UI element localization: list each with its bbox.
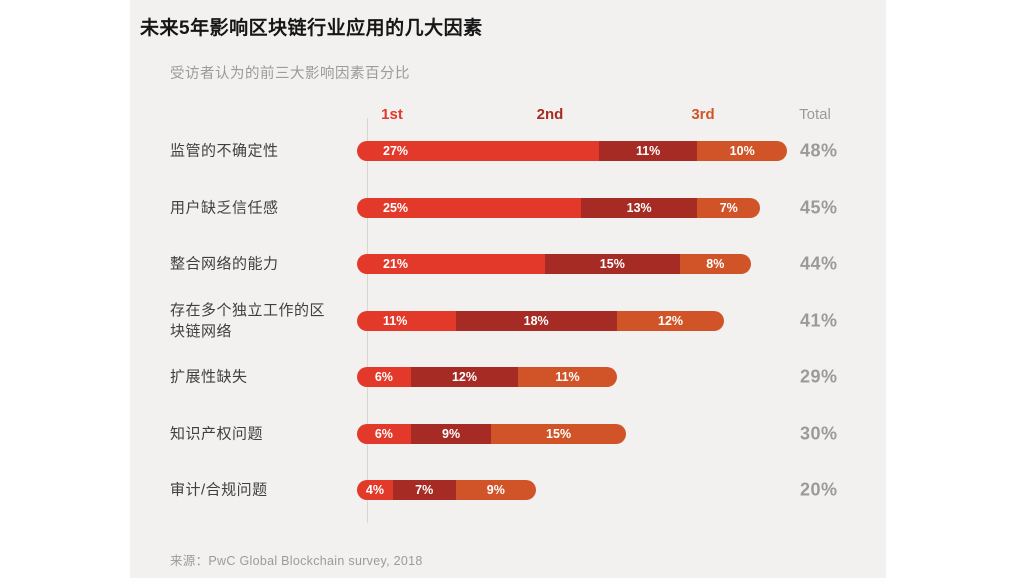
stacked-bar: 6% 9% 15% <box>357 423 626 444</box>
bar-segment-1st: 25% <box>357 197 581 218</box>
bar-segment-2nd: 15% <box>545 254 680 275</box>
row-total: 45% <box>800 197 838 218</box>
column-header-2nd: 2nd <box>536 106 564 123</box>
bar-segment-1st: 27% <box>357 141 599 162</box>
segment-value: 27% <box>383 144 409 159</box>
stacked-bar: 25% 13% 7% <box>357 197 761 218</box>
segment-value: 15% <box>599 257 625 272</box>
row-label: 审计/合规问题 <box>170 481 268 499</box>
chart-rows: 监管的不确定性 27% 11% 10% 48% 用户缺乏信任感 25% 13% 7% 45% 整合网… <box>130 123 886 519</box>
chart-row: 监管的不确定性 27% 11% 10% 48% <box>130 123 886 180</box>
bar-segment-1st: 21% <box>357 254 546 275</box>
chart-row: 用户缺乏信任感 25% 13% 7% 45% <box>130 180 886 237</box>
source-note: 来源：PwC Global Blockchain survey, 2018 <box>170 554 423 568</box>
chart-row: 整合网络的能力 21% 15% 8% 44% <box>130 236 886 293</box>
bar-segment-3rd: 10% <box>697 141 787 162</box>
segment-value: 12% <box>658 313 684 328</box>
bar-segment-3rd: 15% <box>491 423 626 444</box>
row-label: 监管的不确定性 <box>170 142 279 160</box>
chart-title: 未来5年影响区块链行业应用的几大因素 <box>140 18 483 39</box>
bar-segment-3rd: 7% <box>697 197 761 218</box>
bar-segment-2nd: 7% <box>392 480 456 501</box>
segment-value: 12% <box>451 370 478 385</box>
row-label: 扩展性缺失 <box>170 368 248 386</box>
column-header-3rd: 3rd <box>691 106 715 123</box>
row-label: 知识产权问题 <box>170 425 264 443</box>
chart-row: 知识产权问题 6% 9% 15% 30% <box>130 406 886 463</box>
segment-value: 6% <box>374 426 393 441</box>
segment-value: 15% <box>546 426 572 441</box>
bar-segment-3rd: 9% <box>455 480 537 501</box>
row-label: 用户缺乏信任感 <box>170 199 279 217</box>
segment-value: 11% <box>635 144 661 159</box>
chart-subtitle: 受访者认为的前三大影响因素百分比 <box>170 66 410 82</box>
stacked-bar: 27% 11% 10% <box>357 141 787 162</box>
bar-segment-3rd: 8% <box>679 254 752 275</box>
segment-value: 13% <box>626 200 652 215</box>
row-total: 20% <box>800 479 838 500</box>
bar-segment-3rd: 11% <box>518 367 617 388</box>
row-total: 41% <box>800 310 838 331</box>
segment-value: 7% <box>415 483 434 498</box>
segment-value: 11% <box>555 370 580 385</box>
segment-value: 9% <box>442 426 461 441</box>
chart-row: 扩展性缺失 6% 12% 11% 29% <box>130 349 886 406</box>
stacked-bar: 6% 12% 11% <box>357 367 617 388</box>
row-total: 30% <box>800 423 838 444</box>
segment-value: 4% <box>365 483 384 498</box>
segment-value: 25% <box>383 200 409 215</box>
row-total: 44% <box>800 253 838 274</box>
column-header-total: Total <box>799 106 831 123</box>
segment-value: 7% <box>719 200 738 215</box>
segment-value: 9% <box>486 483 505 498</box>
segment-value: 11% <box>383 313 408 328</box>
row-label: 整合网络的能力 <box>170 255 279 273</box>
segment-value: 10% <box>729 144 755 159</box>
bar-segment-1st: 6% <box>357 423 411 444</box>
chart-row: 审计/合规问题 4% 7% 9% 20% <box>130 462 886 519</box>
column-header-1st: 1st <box>381 106 403 123</box>
bar-segment-2nd: 11% <box>598 141 698 162</box>
bar-segment-1st: 11% <box>357 310 456 331</box>
segment-value: 8% <box>706 257 725 272</box>
segment-value: 18% <box>523 313 549 328</box>
bar-segment-2nd: 9% <box>410 423 492 444</box>
stacked-bar: 4% 7% 9% <box>357 480 537 501</box>
row-label: 存在多个独立工作的区块链网络 <box>170 301 326 340</box>
stacked-bar: 11% 18% 12% <box>357 310 725 331</box>
segment-value: 6% <box>374 370 393 385</box>
bar-segment-3rd: 12% <box>616 310 725 331</box>
bar-segment-2nd: 18% <box>455 310 617 331</box>
bar-segment-1st: 6% <box>357 367 411 388</box>
bar-segment-2nd: 12% <box>410 367 519 388</box>
segment-value: 21% <box>383 257 409 272</box>
row-total: 29% <box>800 366 838 387</box>
bar-segment-1st: 4% <box>357 480 393 501</box>
chart-panel: 未来5年影响区块链行业应用的几大因素 受访者认为的前三大影响因素百分比 1st … <box>130 0 886 578</box>
row-total: 48% <box>800 140 838 161</box>
stacked-bar: 21% 15% 8% <box>357 254 752 275</box>
bar-segment-2nd: 13% <box>580 197 698 218</box>
chart-row: 存在多个独立工作的区块链网络 11% 18% 12% 41% <box>130 293 886 350</box>
